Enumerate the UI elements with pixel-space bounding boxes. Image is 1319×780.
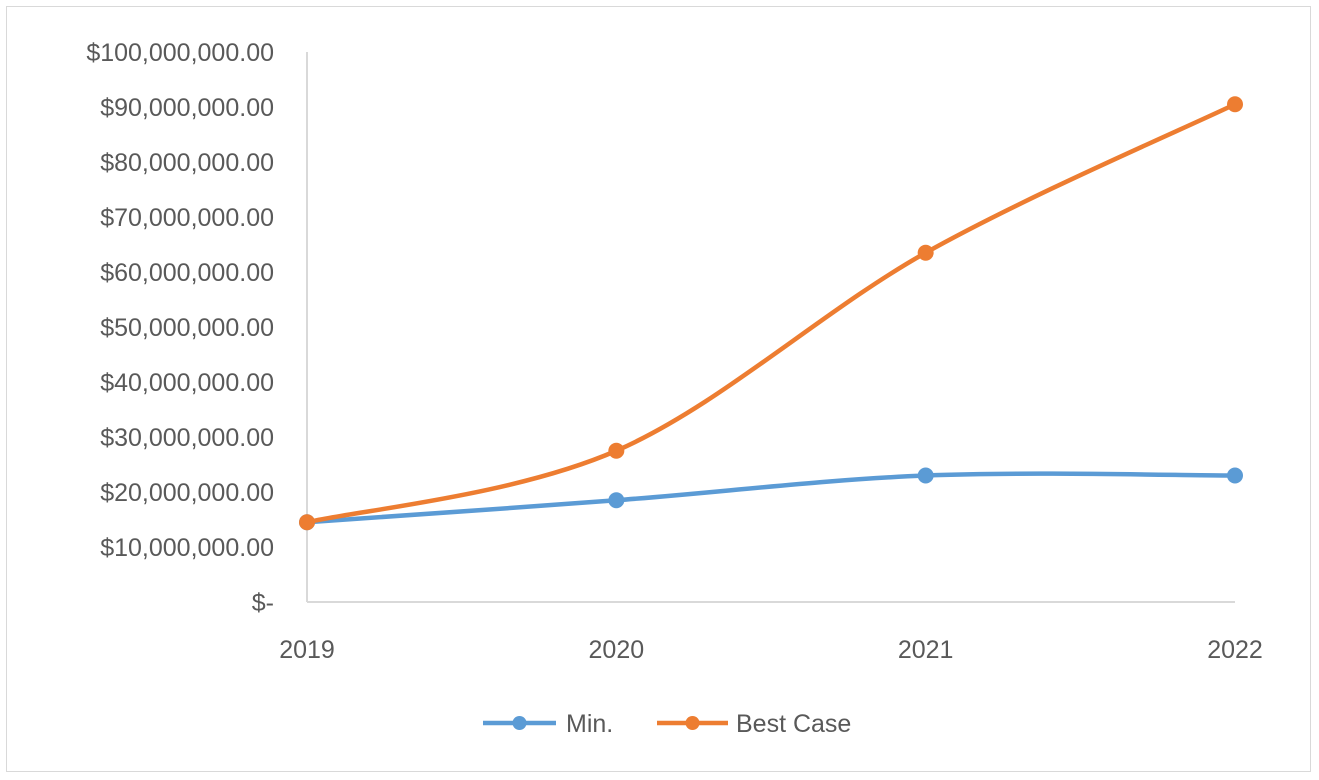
data-point	[917, 467, 934, 484]
x-tick-label: 2022	[1207, 636, 1263, 664]
x-tick-label: 2021	[898, 636, 954, 664]
chart-frame	[6, 6, 1311, 772]
x-tick-label: 2020	[589, 636, 645, 664]
y-tick-label: $50,000,000.00	[100, 314, 274, 342]
y-tick-label: $40,000,000.00	[100, 369, 274, 397]
y-tick-label: $20,000,000.00	[100, 479, 274, 507]
series-line	[304, 471, 1238, 525]
y-tick-label: $100,000,000.00	[86, 39, 274, 67]
y-tick-label: $10,000,000.00	[100, 534, 274, 562]
series-lines	[299, 96, 1243, 531]
y-tick-label: $80,000,000.00	[100, 149, 274, 177]
series-line	[304, 102, 1238, 525]
series-best-case	[299, 96, 1243, 531]
y-tick-label: $60,000,000.00	[100, 259, 274, 287]
series-min	[299, 467, 1243, 531]
legend-item: Best Case	[657, 710, 851, 738]
legend: Min. Best Case	[483, 710, 851, 738]
legend-label: Best Case	[736, 710, 851, 738]
y-axis: $- $10,000,000.00 $20,000,000.00 $30,000,00…	[86, 39, 308, 617]
y-tick-label: $90,000,000.00	[100, 94, 274, 122]
x-axis: 2019 2020 2021 2022	[279, 601, 1263, 664]
legend-swatch-marker	[685, 716, 700, 730]
data-point	[917, 244, 934, 261]
data-point	[1227, 96, 1243, 113]
data-point	[1227, 467, 1243, 484]
x-tick-label: 2019	[279, 636, 335, 664]
legend-label: Min.	[566, 710, 613, 738]
y-tick-label: $70,000,000.00	[100, 204, 274, 232]
data-point	[608, 492, 625, 509]
data-point	[608, 442, 625, 459]
legend-swatch-marker	[512, 716, 527, 730]
y-tick-label: $30,000,000.00	[100, 424, 274, 452]
data-point	[299, 514, 315, 531]
legend-item: Min.	[483, 710, 613, 738]
y-tick-label: $-	[252, 589, 274, 617]
